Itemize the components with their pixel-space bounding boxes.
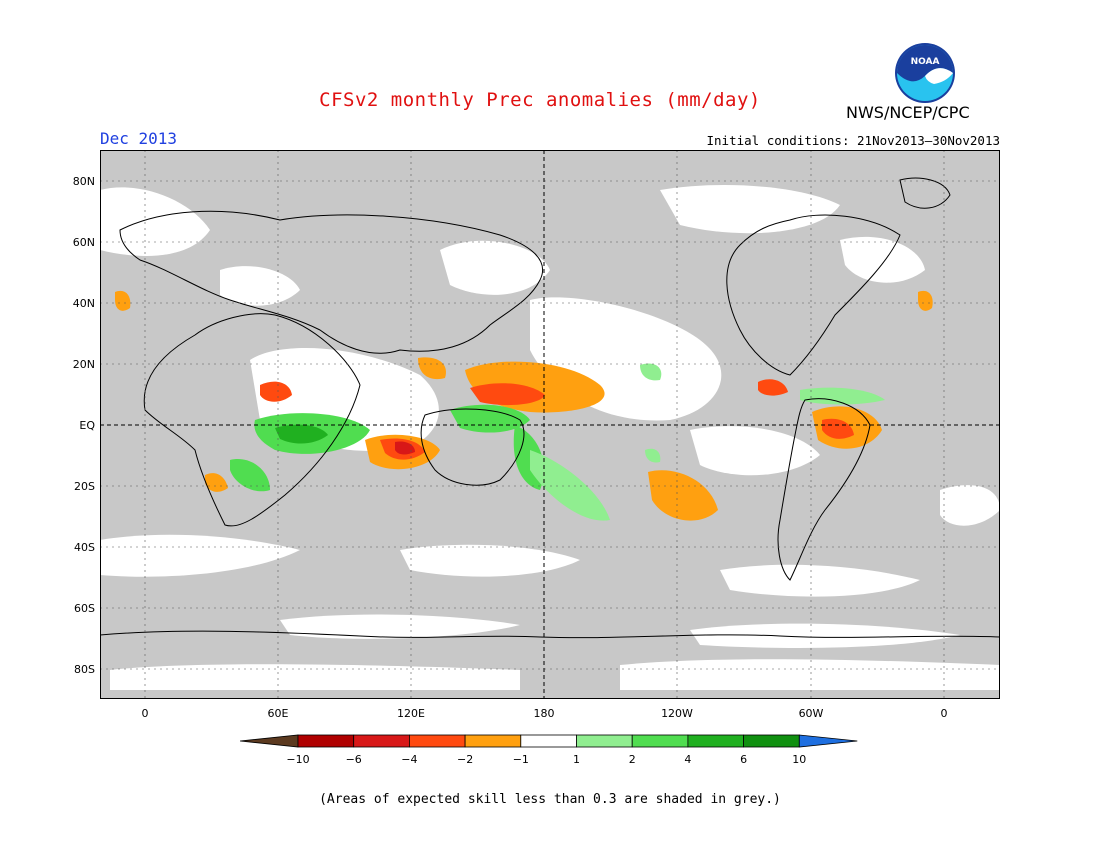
graticule [100, 150, 1000, 699]
colorbar-tick-label: −4 [401, 753, 417, 766]
lat-label: 60S [74, 602, 95, 615]
map-title: CFSv2 monthly Prec anomalies (mm/day) [319, 89, 761, 111]
lon-label: 120W [661, 707, 693, 720]
colorbar: −10 −6 −4 −2 −1 1 2 4 6 10 [240, 734, 858, 766]
noaa-logo: NOAA [895, 43, 955, 103]
lon-label: 0 [142, 707, 149, 720]
agency-label: NWS/NCEP/CPC [846, 103, 970, 122]
lat-label: EQ [79, 419, 95, 432]
colorbar-segment [408, 734, 466, 748]
colorbar-tick-label: 6 [740, 753, 747, 766]
forecast-month: Dec 2013 [100, 129, 178, 148]
lat-label: 60N [73, 236, 95, 249]
initial-conditions: Initial conditions: 21Nov2013–30Nov2013 [706, 133, 1001, 148]
footnote: (Areas of expected skill less than 0.3 a… [319, 792, 781, 807]
lon-label: 60W [799, 707, 824, 720]
colorbar-tick-label: −1 [513, 753, 529, 766]
colorbar-tick-label: 4 [684, 753, 691, 766]
wet-anomalies [230, 363, 885, 521]
colorbar-tick-label: 10 [792, 753, 806, 766]
colorbar-tick-label: 2 [629, 753, 636, 766]
colorbar-segment [464, 734, 522, 748]
colorbar-segment [631, 734, 689, 748]
lat-label: 20S [74, 480, 95, 493]
colorbar-tick-label: 1 [573, 753, 580, 766]
colorbar-right-arrow [798, 734, 858, 748]
lat-label: 40S [74, 541, 95, 554]
colorbar-segment [520, 734, 577, 748]
precip-anomaly-map [100, 150, 1000, 699]
longitude-axis: 0 60E 120E 180 120W 60W 0 [142, 707, 948, 720]
lat-label: 20N [73, 358, 95, 371]
colorbar-left-arrow [240, 734, 299, 748]
colorbar-tick-label: −6 [346, 753, 362, 766]
colorbar-tick-label: −10 [286, 753, 309, 766]
colorbar-tick-label: −2 [457, 753, 473, 766]
lon-label: 60E [268, 707, 289, 720]
colorbar-segment [743, 734, 800, 748]
svg-text:NOAA: NOAA [911, 57, 940, 67]
lat-label: 40N [73, 297, 95, 310]
colorbar-segment [297, 734, 355, 748]
lon-label: 0 [941, 707, 948, 720]
colorbar-segment [687, 734, 744, 748]
lat-label: 80N [73, 175, 95, 188]
colorbar-segment [353, 734, 410, 748]
lon-label: 180 [534, 707, 555, 720]
latitude-axis: 80N 60N 40N 20N EQ 20S 40S 60S 80S [73, 175, 96, 676]
lat-label: 80S [74, 663, 95, 676]
white-regions [100, 185, 1000, 690]
dry-anomalies [115, 290, 933, 521]
coastlines [100, 177, 1000, 639]
lon-label: 120E [397, 707, 425, 720]
colorbar-segment [576, 734, 633, 748]
